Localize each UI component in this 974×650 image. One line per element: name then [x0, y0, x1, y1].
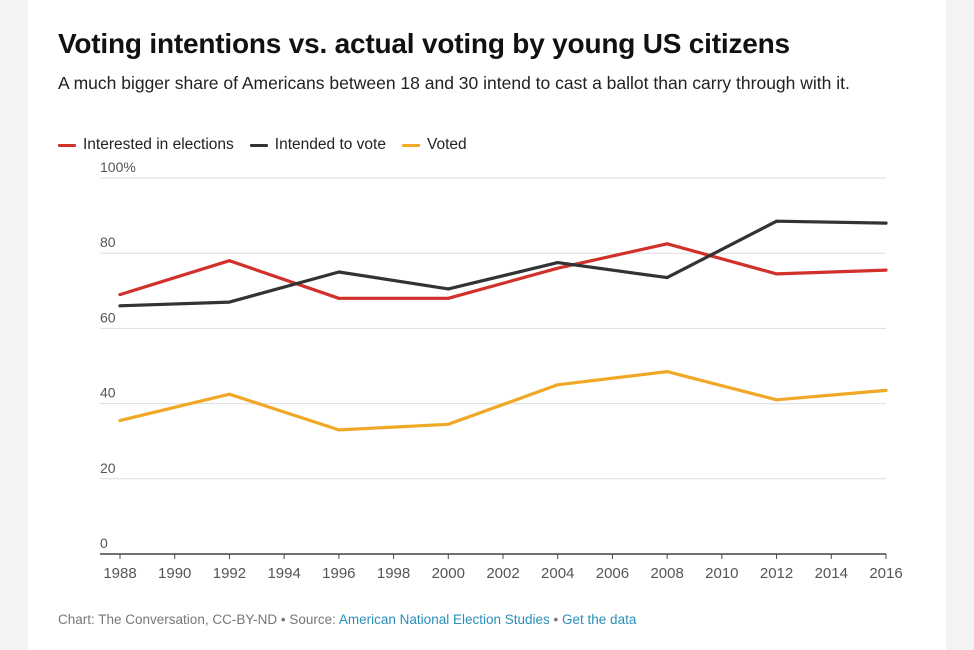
data-point-voted-2000 [446, 422, 450, 426]
x-tick-label-2010: 2010 [705, 565, 738, 582]
y-tick-label-0: 0 [100, 535, 108, 551]
data-point-intended-1988 [118, 304, 122, 308]
source-link[interactable]: American National Election Studies [338, 612, 550, 627]
footer-separator-1: • [280, 612, 286, 627]
data-point-intended-2004 [556, 261, 560, 265]
data-point-voted-1988 [118, 419, 122, 423]
x-tick-label-2000: 2000 [432, 565, 465, 582]
data-point-intended-2012 [775, 219, 779, 223]
chart-subtitle: A much bigger share of Americans between… [58, 73, 850, 93]
data-point-intended-1992 [227, 300, 231, 304]
y-tick-label-80: 80 [100, 234, 116, 250]
legend-label-voted: Voted [426, 136, 467, 153]
chart-card: Voting intentions vs. actual voting by y… [28, 16, 946, 636]
get-the-data-link[interactable]: Get the data [562, 612, 637, 627]
x-tick-label-1994: 1994 [267, 565, 300, 582]
x-tick-label-2004: 2004 [541, 565, 574, 582]
chart-footer: Chart: The Conversation, CC-BY-ND • Sour… [58, 612, 636, 627]
data-point-intended-1996 [337, 270, 341, 274]
x-tick-label-1996: 1996 [322, 565, 355, 582]
series-line-interested [118, 242, 888, 300]
y-tick-label-60: 60 [100, 309, 116, 325]
line-chart: 0 20 40 60 80 100% 1988 1990 1992 1994 1996 1998 200… [100, 159, 903, 582]
footer-source-label: Source: [289, 612, 336, 627]
data-point-intended-2016 [884, 221, 888, 225]
data-point-interested-2012 [775, 272, 779, 276]
data-point-interested-1988 [118, 293, 122, 297]
chart-title: Voting intentions vs. actual voting by y… [58, 28, 790, 59]
x-tick-label-2012: 2012 [760, 565, 793, 582]
legend-item-interested[interactable]: Interested in elections [58, 136, 234, 154]
series-line-intended [118, 219, 888, 308]
y-tick-label-40: 40 [100, 385, 116, 401]
background-margin-left [0, 0, 28, 650]
background-margin-right [946, 0, 974, 650]
data-point-voted-1996 [337, 428, 341, 432]
x-tick-label-2016: 2016 [869, 565, 902, 582]
footer-separator-2: • [553, 612, 559, 627]
data-point-intended-2000 [446, 287, 450, 291]
x-tick-label-2014: 2014 [815, 565, 848, 582]
x-tick-label-2002: 2002 [486, 565, 519, 582]
x-tick-label-1998: 1998 [377, 565, 410, 582]
data-point-interested-2000 [446, 296, 450, 300]
data-point-interested-2008 [665, 242, 669, 246]
legend-item-intended[interactable]: Intended to vote [249, 136, 386, 154]
y-tick-label-20: 20 [100, 460, 116, 476]
series-line-voted [118, 370, 888, 432]
data-point-interested-2004 [556, 266, 560, 270]
x-tick-label-1992: 1992 [213, 565, 246, 582]
data-point-voted-2012 [775, 398, 779, 402]
x-tick-label-2008: 2008 [650, 565, 683, 582]
legend-item-voted[interactable]: Voted [401, 136, 467, 154]
x-tick-label-1988: 1988 [103, 565, 136, 582]
data-point-voted-2004 [556, 383, 560, 387]
data-point-interested-2016 [884, 268, 888, 272]
footer-credit: Chart: The Conversation, CC-BY-ND [58, 612, 278, 627]
y-tick-label-100: 100% [100, 159, 136, 175]
x-tick-label-2006: 2006 [596, 565, 629, 582]
data-point-voted-1992 [227, 392, 231, 396]
legend-swatch-voted [401, 143, 420, 147]
data-point-interested-1996 [337, 296, 341, 300]
legend-swatch-intended [249, 143, 268, 147]
data-point-intended-2008 [665, 276, 669, 280]
data-point-voted-2016 [884, 388, 888, 392]
legend-label-intended: Intended to vote [274, 136, 386, 153]
legend-swatch-interested [58, 143, 76, 147]
x-tick-label-1990: 1990 [158, 565, 191, 582]
legend-label-interested: Interested in elections [83, 136, 234, 153]
data-point-interested-1992 [227, 259, 231, 263]
data-point-voted-2008 [665, 370, 669, 374]
legend: Interested in elections Intended to vote… [58, 136, 483, 154]
